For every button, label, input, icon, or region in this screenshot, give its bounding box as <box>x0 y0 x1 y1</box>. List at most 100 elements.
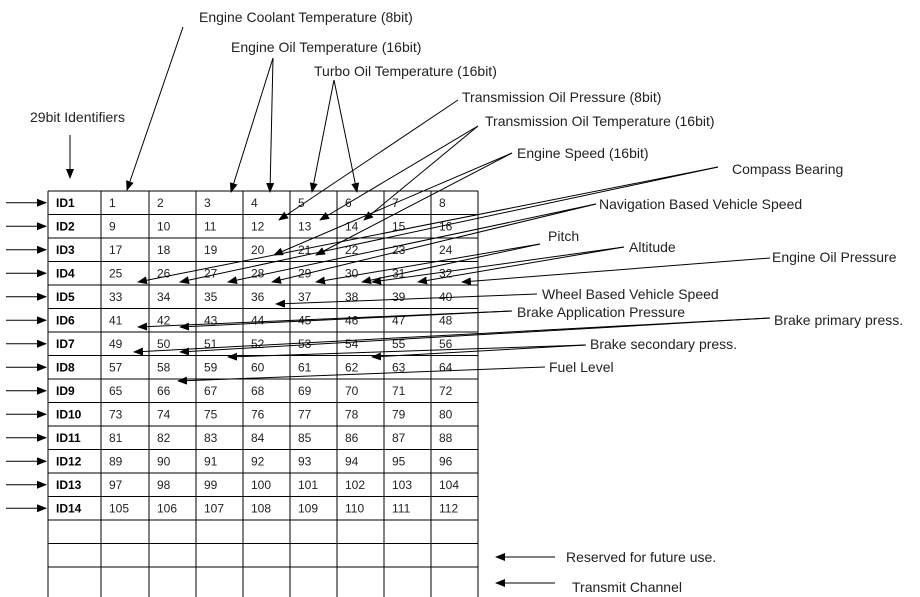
table-cell: 87 <box>392 431 406 445</box>
leader-oil-temp-b <box>266 57 275 193</box>
row-id-label: ID5 <box>56 290 75 304</box>
table-cell: 61 <box>298 360 312 374</box>
table-cell: 59 <box>204 360 218 374</box>
table-cell: 52 <box>251 337 265 351</box>
table-cell: 110 <box>345 501 364 515</box>
table-cell: 31 <box>392 266 406 280</box>
table-cell: 56 <box>439 337 453 351</box>
table-cell: 33 <box>109 290 123 304</box>
table-cell: 49 <box>109 337 123 351</box>
leader-compass-a <box>137 166 719 285</box>
label-brake-secondary-press: Brake secondary press. <box>590 336 737 352</box>
table-cell: 24 <box>439 243 453 257</box>
row-id-label: ID3 <box>56 243 75 257</box>
table-cell: 29 <box>298 266 312 280</box>
leader-altitude-b <box>417 246 625 285</box>
table-cell: 71 <box>392 384 406 398</box>
leader-engine-speed-b <box>315 152 513 256</box>
table-cell: 102 <box>345 478 365 492</box>
label-engine-oil-pressure: Engine Oil Pressure <box>772 249 897 265</box>
parameter-leader-lines <box>126 26 771 385</box>
table-cell: 42 <box>157 313 171 327</box>
table-cell: 10 <box>157 219 171 233</box>
leader-trans-temp-b <box>363 125 479 221</box>
identifiers-label: 29bit Identifiers <box>30 109 125 125</box>
row-id-label: ID7 <box>56 337 75 351</box>
row-id-label: ID10 <box>56 407 82 421</box>
table-cell: 99 <box>204 478 218 492</box>
table-cell: 111 <box>392 501 411 515</box>
label-compass-bearing: Compass Bearing <box>732 161 843 177</box>
table-cell: 27 <box>204 266 218 280</box>
table-cell: 12 <box>251 219 265 233</box>
table-cell: 9 <box>109 219 116 233</box>
table-cell: 21 <box>298 243 312 257</box>
leader-turbo-b <box>333 79 360 193</box>
table-cell: 101 <box>298 478 318 492</box>
table-cell: 39 <box>392 290 406 304</box>
leader-nav-speed-a <box>227 203 597 285</box>
table-cell: 28 <box>251 266 265 280</box>
table-cell: 91 <box>204 454 218 468</box>
row-id-label: ID9 <box>56 384 75 398</box>
label-altitude: Altitude <box>629 239 676 255</box>
table-cell: 70 <box>345 384 359 398</box>
table-cell: 41 <box>109 313 123 327</box>
table-cell: 13 <box>298 219 312 233</box>
table-cell: 58 <box>157 360 171 374</box>
leader-pitch-b <box>361 243 541 285</box>
table-cell: 51 <box>204 337 218 351</box>
row-id-label: ID8 <box>56 360 75 374</box>
table-cell: 53 <box>298 337 312 351</box>
table-cell: 26 <box>157 266 171 280</box>
table-cell: 88 <box>439 431 453 445</box>
table-cell: 63 <box>392 360 406 374</box>
table-cell: 66 <box>157 384 171 398</box>
leader-brake-app-b <box>179 310 513 331</box>
label-pitch: Pitch <box>548 228 579 244</box>
row-id-label: ID14 <box>56 501 82 515</box>
table-cell: 106 <box>157 501 177 515</box>
table-cell: 107 <box>204 501 224 515</box>
table-cell: 11 <box>204 219 217 233</box>
table-cell: 48 <box>439 313 453 327</box>
table-cell: 76 <box>251 407 265 421</box>
table-cell: 96 <box>439 454 453 468</box>
table-cell: 37 <box>298 290 312 304</box>
table-cell: 3 <box>204 196 211 210</box>
table-cell: 16 <box>439 219 453 233</box>
row-id-label: ID4 <box>56 266 75 280</box>
table-cell: 5 <box>298 196 305 210</box>
table-cell: 100 <box>251 478 271 492</box>
leader-pitch-a <box>315 243 541 285</box>
leader-oil-temp-a <box>229 57 274 193</box>
label-wheel-vehicle-speed: Wheel Based Vehicle Speed <box>542 286 719 302</box>
table-cell: 77 <box>298 407 312 421</box>
table-cell: 94 <box>345 454 359 468</box>
label-transmit-channel: Transmit Channel <box>572 579 682 595</box>
table-cell: 64 <box>439 360 453 374</box>
table-cell: 36 <box>251 290 265 304</box>
table-cell: 89 <box>109 454 123 468</box>
table-cell: 20 <box>251 243 265 257</box>
table-cell: 98 <box>157 478 171 492</box>
table-cell: 67 <box>204 384 218 398</box>
table-cell: 55 <box>392 337 406 351</box>
table-cell: 30 <box>345 266 359 280</box>
table-cell: 17 <box>109 243 123 257</box>
table-cell: 54 <box>345 337 359 351</box>
row-id-label: ID13 <box>56 478 82 492</box>
label-engine-coolant-temperature: Engine Coolant Temperature (8bit) <box>199 9 413 25</box>
table-cell: 38 <box>345 290 359 304</box>
leader-brake-primary-b <box>179 317 771 356</box>
table-cell: 103 <box>392 478 412 492</box>
label-turbo-oil-temperature: Turbo Oil Temperature (16bit) <box>314 63 497 79</box>
table-cell: 73 <box>109 407 123 421</box>
table-cell: 93 <box>298 454 312 468</box>
table-cell: 68 <box>251 384 265 398</box>
table-cell: 74 <box>157 407 171 421</box>
table-cell: 104 <box>439 478 459 492</box>
label-brake-application-pressure: Brake Application Pressure <box>517 304 685 320</box>
table-cell: 19 <box>204 243 218 257</box>
label-reserved: Reserved for future use. <box>566 549 716 565</box>
